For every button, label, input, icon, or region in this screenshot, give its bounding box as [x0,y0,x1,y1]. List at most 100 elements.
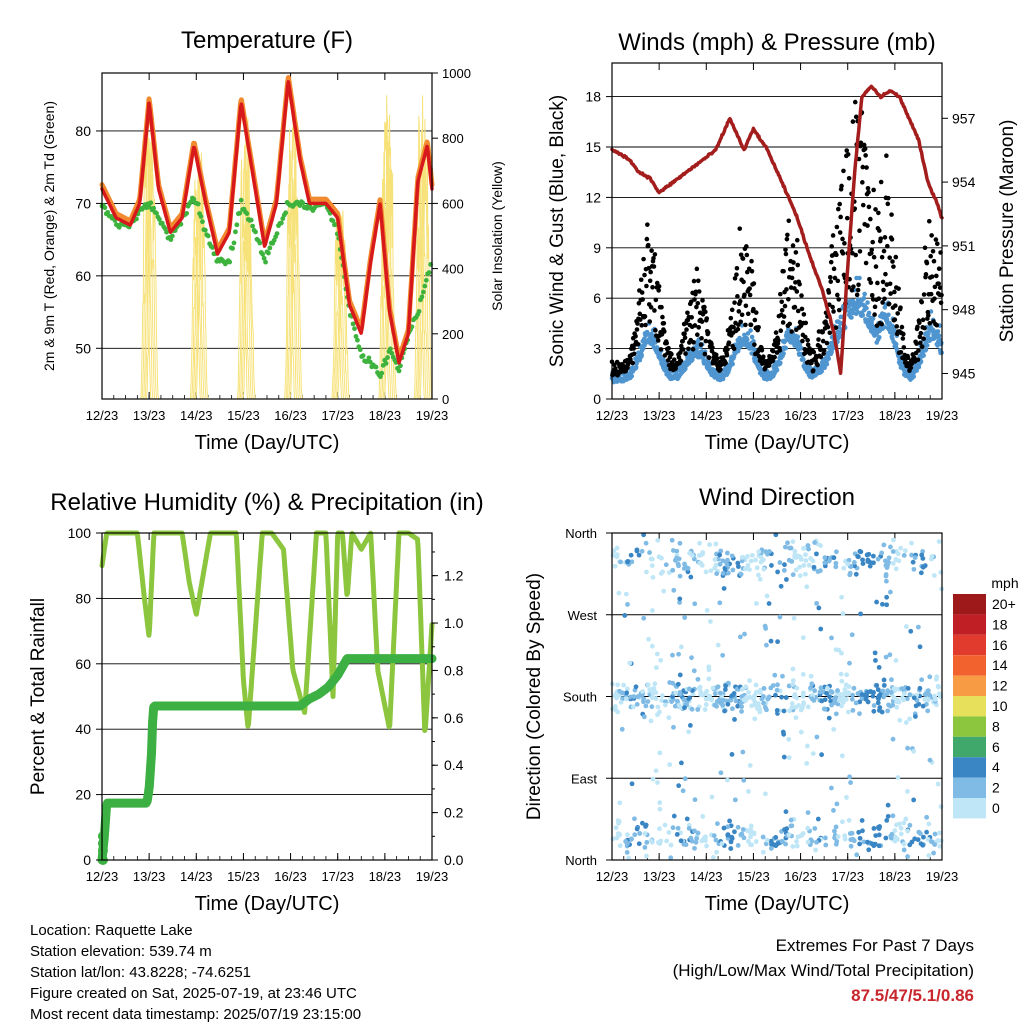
wind-direction-point [823,835,828,841]
plot-frame [101,72,433,400]
wind-direction-point [729,752,735,757]
wind-direction-point [870,693,876,699]
y-tick-label: 60 [75,268,91,284]
wind-direction-point [670,652,675,658]
wind-direction-point [847,660,852,666]
gust-point [703,309,708,315]
wind-direction-point [739,686,745,692]
wind-direction-point [708,568,714,574]
gust-point [818,354,824,360]
wind-direction-point [774,687,780,693]
wind-direction-point [639,548,645,554]
wind-direction-point [780,673,785,679]
y2-tick-label: 0.8 [444,662,464,678]
y-tick-label: 9 [593,240,601,256]
gust-point [747,286,752,291]
dewpoint-point [164,229,169,235]
wind-direction-point [874,599,879,605]
wind-direction-point [818,543,823,548]
wind-direction-point [769,563,774,568]
wind-direction-point [915,837,921,843]
x-tick-label: 12/23 [596,869,629,884]
wind-direction-point [754,701,759,707]
gust-point [790,266,795,272]
gust-point [781,314,787,319]
wind-direction-point [833,560,839,566]
wind-direction-point [649,643,655,649]
wind-direction-point [903,720,909,725]
legend-label: 0 [992,800,1000,816]
wind-direction-point [909,540,914,546]
dewpoint-point [195,201,201,207]
dewpoint-point [266,250,271,256]
gust-point [718,367,723,372]
gust-point [898,350,904,355]
wind-direction-point [804,584,810,590]
wind-direction-point [702,707,708,712]
wind-direction-point [793,715,799,721]
wind-direction-point [748,823,754,829]
wind-direction-point [857,549,863,554]
gust-point [737,226,743,231]
wind-direction-point [903,624,909,629]
x-tick-label: 12/23 [86,869,119,884]
gust-point [650,284,655,290]
gust-point [839,183,844,189]
legend-swatch [953,655,986,676]
wind-direction-point [869,841,875,847]
gust-point [830,304,835,310]
wind-point [683,366,688,372]
wind-direction-point [903,816,909,822]
wind-direction-point [677,672,683,678]
gust-point [928,291,934,297]
legend-swatch [953,777,986,798]
gust-point [857,228,862,233]
gust-point [863,153,868,158]
gust-point [866,189,871,195]
gust-point [884,153,889,159]
y2-tick-label: 0.0 [444,852,464,868]
wind-direction-point [768,846,774,851]
wind-direction-point [630,704,636,710]
gust-point [710,345,715,350]
wind-direction-point [879,550,885,556]
y2-tick-label: 951 [952,238,976,254]
wind-point [795,334,801,340]
gust-point [713,352,719,358]
wind-direction-point [911,566,917,572]
wind-direction-point [808,685,813,691]
wind-direction-point [781,708,787,714]
gust-point [821,347,827,353]
x-tick-label: 16/23 [784,408,817,423]
x-axis-label: Time (Day/UTC) [195,432,340,454]
y2-tick-label: 0.6 [444,710,464,726]
gust-point [706,355,712,361]
gust-point [820,338,826,344]
wind-direction-point [715,642,721,648]
wind-point [938,340,944,346]
y2-tick-label: 0 [442,392,449,407]
gust-point [795,262,801,268]
wind-direction-point [753,682,759,688]
precip-line [97,654,437,865]
wind-direction-point [666,570,672,576]
wind-direction-point [875,695,881,701]
gust-point [860,164,866,170]
solar-insolation-line [286,114,300,400]
wind-point [633,364,639,370]
wind-direction-point [636,841,642,847]
solar-insolation-line [145,123,160,400]
wind-direction-point [712,691,718,697]
x-axis-label: Time (Day/UTC) [705,432,850,454]
wind-direction-point [800,635,806,641]
gust-point [751,306,756,312]
gust-point [850,119,856,124]
wind-direction-point [675,681,681,687]
wind-direction-point [873,833,879,839]
wind-point [749,334,755,340]
gust-point [780,320,786,325]
wind-direction-point [732,797,738,803]
gust-point [705,330,711,335]
wind-direction-point [929,554,935,559]
gust-point [885,195,891,201]
